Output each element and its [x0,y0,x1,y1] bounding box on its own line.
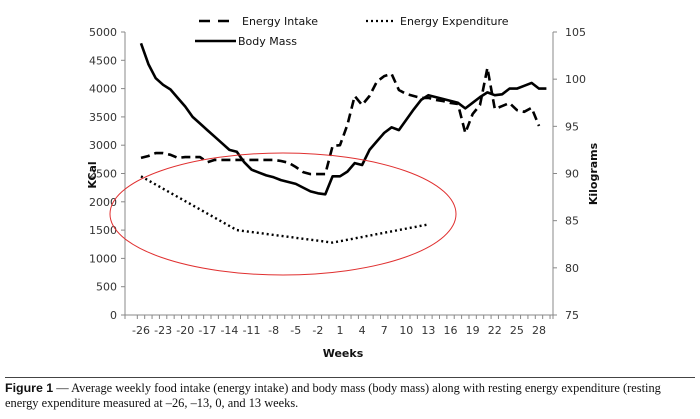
x-tick-label: -8 [268,324,279,337]
figure-caption: Figure 1 — Average weekly food intake (e… [5,381,695,411]
caption-rule [5,377,695,378]
x-axis-title: Weeks [323,347,364,360]
caption-label: Figure 1 [5,381,54,395]
y2-tick-label: 80 [565,262,579,275]
y2-tick-label: 105 [565,26,586,39]
caption-text: — Average weekly food intake (energy int… [5,381,661,410]
x-tick-label: -14 [220,324,238,337]
x-tick-label: 7 [381,324,388,337]
chart: 0 500 1000 1500 2000 2500 3000 3500 4000 4500 5000… [86,15,600,360]
x-tick-label: -2 [312,324,323,337]
legend: Energy Intake Energy Expenditure Body Mass [195,15,509,48]
x-tick-label: 10 [399,324,413,337]
x-tick-label: -20 [176,324,194,337]
legend-label-energy-intake: Energy Intake [242,15,318,28]
legend-label-body-mass: Body Mass [238,35,297,48]
series-layer [139,42,547,244]
axes: 0 500 1000 1500 2000 2500 3000 3500 4000 4500 5000… [89,26,586,337]
x-tick-label: -17 [198,324,216,337]
y2-tick-label: 100 [565,73,586,86]
y-tick-label: 5000 [89,26,117,39]
y2-tick-label: 75 [565,309,579,322]
series-line-body-mass [139,42,547,196]
red-ellipse-annotation [109,152,457,276]
annotation-layer [109,152,457,276]
x-tick-label: 22 [488,324,502,337]
y-tick-label: 1500 [89,224,117,237]
y2-tick-label: 95 [565,120,579,133]
y2-tick-label: 90 [565,168,579,181]
x-tick-label: -23 [154,324,172,337]
y2-tick-label: 85 [565,215,579,228]
y-tick-label: 0 [110,309,117,322]
y-tick-label: 4500 [89,54,117,67]
series-line-energy-expenditure [140,175,429,244]
y-axis-title: KCal [86,161,99,188]
y-tick-label: 4000 [89,83,117,96]
y-tick-label: 2500 [89,168,117,181]
y-tick-label: 3000 [89,139,117,152]
x-tick-label: 25 [510,324,524,337]
y-tick-label: 500 [96,281,117,294]
x-tick-label: 28 [532,324,546,337]
y-tick-label: 2000 [89,196,117,209]
y-tick-label: 1000 [89,252,117,265]
x-tick-label: -26 [132,324,150,337]
x-tick-label: -5 [290,324,301,337]
x-tick-label: 1 [336,324,343,337]
x-tick-label: 19 [466,324,480,337]
x-tick-label: -11 [243,324,261,337]
y2-axis-title: Kilograms [587,142,600,205]
legend-label-energy-expenditure: Energy Expenditure [400,15,509,28]
x-tick-label: 16 [444,324,458,337]
y-tick-label: 3500 [89,111,117,124]
series-line-energy-intake [140,66,541,176]
x-tick-label: 13 [421,324,435,337]
x-tick-label: 4 [359,324,366,337]
